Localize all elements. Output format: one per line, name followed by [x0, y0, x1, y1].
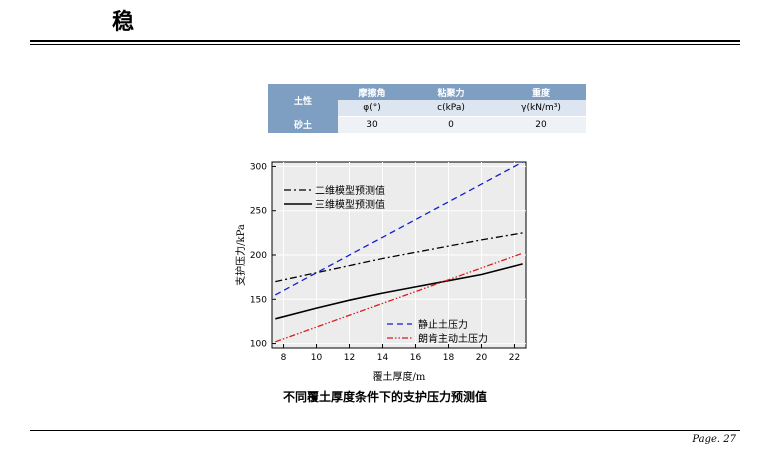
legend-label-at-rest: 静止土压力	[418, 318, 468, 331]
x-tick-label: 14	[377, 353, 389, 363]
x-tick-label: 20	[476, 353, 488, 363]
unit-friction: φ(°)	[338, 100, 406, 117]
legend-bottom: 静止土压力 朗肯主动土压力	[387, 318, 488, 345]
y-tick-label: 150	[250, 295, 267, 305]
x-tick-label: 8	[281, 353, 287, 363]
pressure-chart-svg: 8 10 12 14 16 18 20 22 100 150 200 250 300 支护压力/kPa…	[234, 161, 527, 383]
value-cohesion: 0	[406, 116, 496, 133]
page-title: 稳	[112, 10, 135, 35]
series-line-2	[274, 161, 524, 296]
series-line-1	[275, 263, 523, 320]
header-cohesion: 粘聚力	[406, 84, 496, 100]
header-rule	[30, 40, 740, 42]
x-tick-label: 10	[311, 353, 323, 363]
soil-header: 土性	[268, 84, 338, 117]
header-unit-weight: 重度	[496, 84, 586, 100]
series-line-0	[275, 232, 523, 283]
x-tick-label: 22	[509, 353, 520, 363]
unit-weight: γ(kN/m³)	[496, 100, 586, 117]
row-label-sand: 砂土	[268, 116, 338, 133]
legend-label-2d: 二维模型预测值	[315, 184, 385, 197]
legend-top: 二维模型预测值 三维模型预测值	[284, 184, 385, 211]
figure-caption: 不同覆土厚度条件下的支护压力预测值	[282, 390, 487, 404]
legend-label-3d: 三维模型预测值	[315, 198, 385, 211]
series-lines	[274, 161, 524, 343]
y-tick-label: 200	[250, 251, 267, 261]
x-tick-label: 12	[344, 353, 355, 363]
x-ticks: 8 10 12 14 16 18 20 22	[281, 344, 520, 363]
value-weight: 20	[496, 116, 586, 133]
footer-rule	[30, 430, 740, 431]
y-tick-label: 250	[250, 207, 267, 217]
unit-cohesion: c(kPa)	[406, 100, 496, 117]
header-rule-thin	[30, 44, 740, 45]
x-tick-label: 18	[443, 353, 455, 363]
x-tick-label: 16	[410, 353, 422, 363]
pressure-chart: 8 10 12 14 16 18 20 22 100 150 200 250 300 支护压力/kPa…	[232, 158, 542, 388]
header-friction: 摩擦角	[338, 84, 406, 100]
legend-label-rankine: 朗肯主动土压力	[418, 332, 488, 345]
x-axis-label: 覆土厚度/m	[373, 370, 426, 383]
value-friction: 30	[338, 116, 406, 133]
soil-properties-table: 土性 摩擦角 粘聚力 重度 φ(°) c(kPa) γ(kN/m³) 砂土 30…	[268, 84, 586, 133]
y-ticks: 100 150 200 250 300	[250, 162, 276, 350]
y-tick-label: 300	[250, 162, 267, 172]
page-number: Page. 27	[692, 434, 736, 445]
y-axis-label: 支护压力/kPa	[234, 224, 247, 286]
y-tick-label: 100	[250, 340, 267, 350]
series-line-3	[275, 252, 523, 343]
